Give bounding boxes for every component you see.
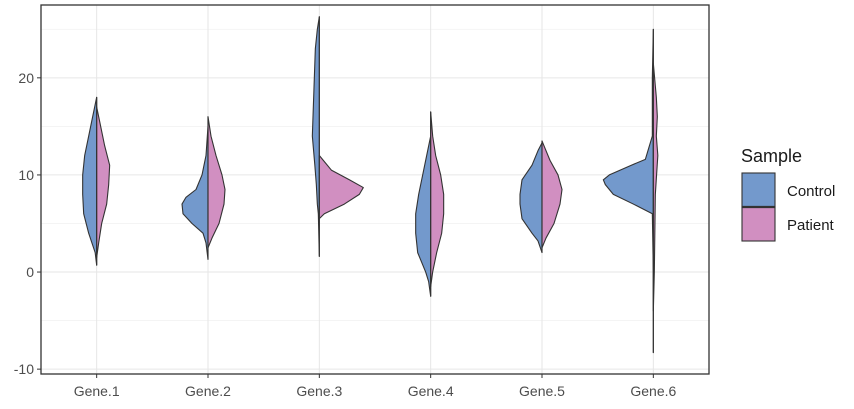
x-tick-label: Gene.5 [519,383,565,399]
y-tick-label: 0 [26,264,34,280]
violin-control-gene-4 [415,135,432,297]
x-tick-label: Gene.6 [630,383,676,399]
y-axis: -10 0 10 20 [14,70,41,377]
legend: Sample Control Patient [741,146,835,242]
legend-key-control [741,172,776,208]
violins [82,16,659,354]
legend-keys: Control Patient [741,172,835,242]
legend-title: Sample [741,146,802,166]
legend-label-patient: Patient [787,217,835,234]
plot-panel-background [41,5,709,374]
x-axis: Gene.1 Gene.2 Gene.3 Gene.4 Gene.5 Gene.6 [74,374,677,399]
y-tick-label: 10 [18,167,34,183]
x-tick-label: Gene.3 [296,383,342,399]
x-tick-label: Gene.1 [74,383,120,399]
y-tick-label: -10 [14,361,34,377]
violin-patient-gene-2 [207,116,226,249]
x-tick-label: Gene.4 [408,383,454,399]
x-tick-label: Gene.2 [185,383,231,399]
legend-key-patient [741,206,776,242]
y-tick-label: 20 [18,70,34,86]
legend-label-control: Control [787,183,835,200]
plot-panel-border [40,4,710,375]
